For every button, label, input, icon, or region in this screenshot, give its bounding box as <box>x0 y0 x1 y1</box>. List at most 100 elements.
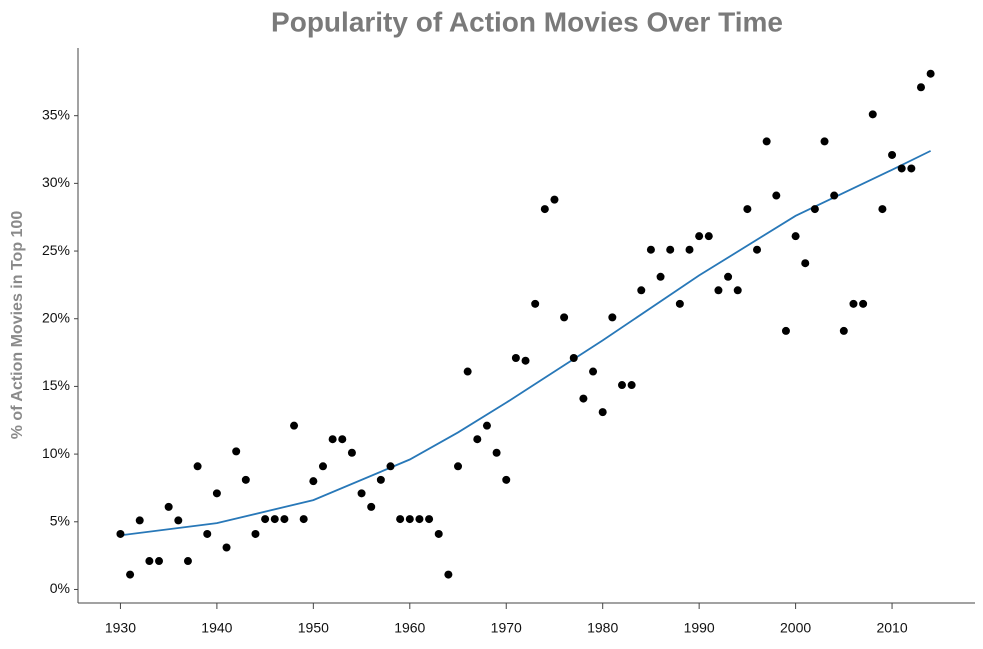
point <box>598 408 607 417</box>
point <box>116 529 125 538</box>
point <box>791 232 800 241</box>
point <box>724 272 733 281</box>
x-tick-label: 1980 <box>587 620 618 636</box>
point <box>714 286 723 295</box>
point <box>656 272 665 281</box>
point <box>511 353 520 362</box>
point <box>367 502 376 511</box>
point <box>309 477 318 486</box>
point <box>531 299 540 308</box>
point <box>454 462 463 471</box>
point <box>675 299 684 308</box>
point <box>126 570 135 579</box>
y-tick-label: 15% <box>42 377 70 393</box>
point <box>617 381 626 390</box>
point <box>646 245 655 254</box>
point <box>540 205 549 214</box>
point <box>338 435 347 444</box>
point <box>376 475 385 484</box>
x-tick-label: 2000 <box>780 620 811 636</box>
point <box>704 232 713 241</box>
point <box>897 164 906 173</box>
point <box>280 515 289 524</box>
point <box>212 489 221 498</box>
y-tick-label: 20% <box>42 309 70 325</box>
point <box>270 515 279 524</box>
point <box>888 150 897 159</box>
point <box>473 435 482 444</box>
x-tick-label: 1960 <box>394 620 425 636</box>
point <box>203 529 212 538</box>
point <box>627 381 636 390</box>
point <box>347 448 356 457</box>
point <box>733 286 742 295</box>
point <box>569 353 578 362</box>
point <box>579 394 588 403</box>
point <box>434 529 443 538</box>
point <box>868 110 877 119</box>
point <box>174 516 183 525</box>
point <box>801 259 810 268</box>
point <box>608 313 617 322</box>
point <box>878 205 887 214</box>
point <box>830 191 839 200</box>
point <box>251 529 260 538</box>
point <box>183 557 192 566</box>
point <box>685 245 694 254</box>
point <box>492 448 501 457</box>
x-tick-label: 1940 <box>201 620 232 636</box>
point <box>328 435 337 444</box>
chart-title: Popularity of Action Movies Over Time <box>271 6 783 37</box>
point <box>637 286 646 295</box>
y-tick-label: 35% <box>42 106 70 122</box>
point <box>405 515 414 524</box>
point <box>926 69 935 78</box>
point <box>916 83 925 92</box>
point <box>753 245 762 254</box>
point <box>849 299 858 308</box>
point <box>502 475 511 484</box>
point <box>318 462 327 471</box>
point <box>232 447 241 456</box>
point <box>695 232 704 241</box>
y-tick-label: 10% <box>42 445 70 461</box>
point <box>241 475 250 484</box>
point <box>482 421 491 430</box>
point <box>261 515 270 524</box>
x-tick-label: 2010 <box>876 620 907 636</box>
point <box>425 515 434 524</box>
trend-line <box>120 150 932 537</box>
x-tick-label: 1950 <box>298 620 329 636</box>
point <box>222 543 231 552</box>
point <box>859 299 868 308</box>
point <box>193 462 202 471</box>
point <box>299 515 308 524</box>
point <box>550 195 559 204</box>
y-tick-label: 30% <box>42 174 70 190</box>
x-tick-label: 1990 <box>684 620 715 636</box>
point <box>290 421 299 430</box>
y-tick-label: 0% <box>50 580 70 596</box>
point <box>907 164 916 173</box>
point <box>743 205 752 214</box>
point <box>820 137 829 146</box>
point <box>810 205 819 214</box>
x-tick-label: 1970 <box>491 620 522 636</box>
point <box>135 516 144 525</box>
point <box>839 326 848 335</box>
point <box>762 137 771 146</box>
point <box>666 245 675 254</box>
y-tick-label: 5% <box>50 512 70 528</box>
point <box>155 557 164 566</box>
point <box>521 356 530 365</box>
point <box>386 462 395 471</box>
y-axis-label: % of Action Movies in Top 100 <box>9 211 26 440</box>
y-tick-label: 25% <box>42 242 70 258</box>
point <box>164 502 173 511</box>
point <box>589 367 598 376</box>
point <box>357 489 366 498</box>
point <box>781 326 790 335</box>
point <box>444 570 453 579</box>
point <box>560 313 569 322</box>
